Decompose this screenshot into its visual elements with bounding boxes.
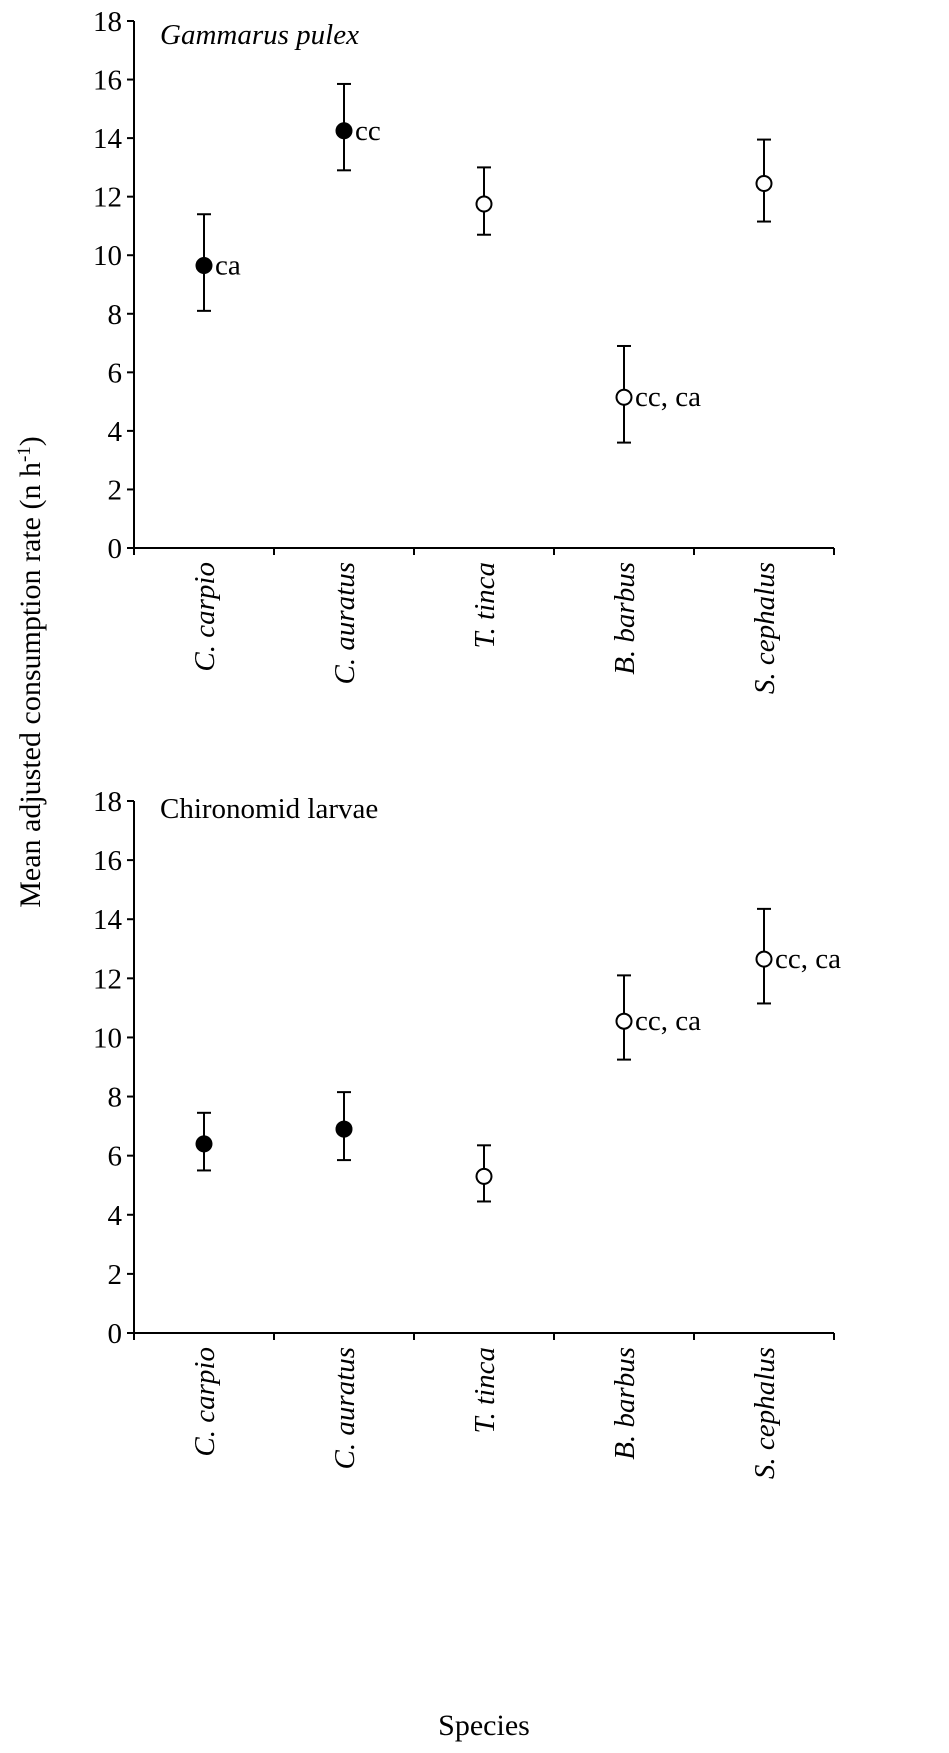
y-tick-label: 4 [108, 1200, 123, 1232]
y-axis-title-main: Mean adjusted consumption rate (n h [14, 462, 47, 908]
point-annotation: cc, ca [635, 1005, 701, 1037]
data-point [335, 1120, 353, 1138]
y-tick-label: 0 [108, 1318, 123, 1350]
point-annotation: cc [355, 115, 381, 147]
y-tick-label: 6 [108, 1141, 123, 1173]
point-annotation: cc, ca [775, 943, 841, 975]
panel-chironomid: 0 2 4 6 8 10 12 14 16 18 C. carpio C. auratus T. tin… [93, 786, 841, 1479]
y-tick-label: 12 [93, 963, 122, 995]
data-point [195, 1135, 213, 1153]
y-tick-label: 14 [93, 904, 123, 936]
x-category-label: B. barbus [609, 562, 641, 675]
data-point [195, 256, 213, 274]
y-tick-label: 12 [93, 182, 122, 214]
y-axis-title-end: ) [14, 436, 47, 446]
data-point [615, 1012, 633, 1030]
y-tick-label: 4 [108, 416, 123, 448]
y-tick-label: 14 [93, 123, 123, 155]
x-category-label: S. cephalus [749, 562, 781, 694]
y-tick-label: 16 [93, 845, 122, 877]
y-tick-label: 6 [108, 357, 123, 389]
y-axis-title-sup: -1 [14, 446, 35, 462]
data-point [755, 174, 773, 192]
point-annotation: cc, ca [635, 381, 701, 413]
x-category-label: B. barbus [609, 1347, 641, 1460]
y-tick-label: 8 [108, 299, 123, 331]
data-point [335, 122, 353, 140]
x-axis-title: Species [438, 1709, 530, 1742]
x-category-label: C. carpio [189, 1347, 221, 1457]
y-tick-label: 10 [93, 240, 122, 272]
data-point [475, 195, 493, 213]
data-point [755, 950, 773, 968]
panel-title: Gammarus pulex [160, 19, 359, 51]
panel-gammarus: 0 2 4 6 8 10 12 14 16 18 C. carpio C. auratus T. tin… [93, 6, 835, 694]
x-category-label: T. tinca [469, 1347, 501, 1433]
data-point [615, 388, 633, 406]
y-tick-label: 2 [108, 1259, 123, 1291]
y-axis-title: Mean adjusted consumption rate (n h-1) [14, 436, 47, 908]
y-tick-label: 18 [93, 6, 122, 38]
y-tick-label: 8 [108, 1082, 123, 1114]
x-category-label: C. auratus [329, 1347, 361, 1469]
y-tick-label: 0 [108, 533, 123, 565]
data-point [475, 1167, 493, 1185]
x-category-label: T. tinca [469, 562, 501, 648]
point-annotation: ca [215, 249, 241, 281]
y-tick-label: 16 [93, 65, 122, 97]
x-category-label: C. auratus [329, 562, 361, 684]
y-tick-label: 10 [93, 1022, 122, 1054]
y-tick-label: 18 [93, 786, 122, 818]
panel-title: Chironomid larvae [160, 793, 378, 825]
x-category-label: S. cephalus [749, 1347, 781, 1479]
y-tick-label: 2 [108, 474, 123, 506]
x-category-label: C. carpio [189, 562, 221, 672]
